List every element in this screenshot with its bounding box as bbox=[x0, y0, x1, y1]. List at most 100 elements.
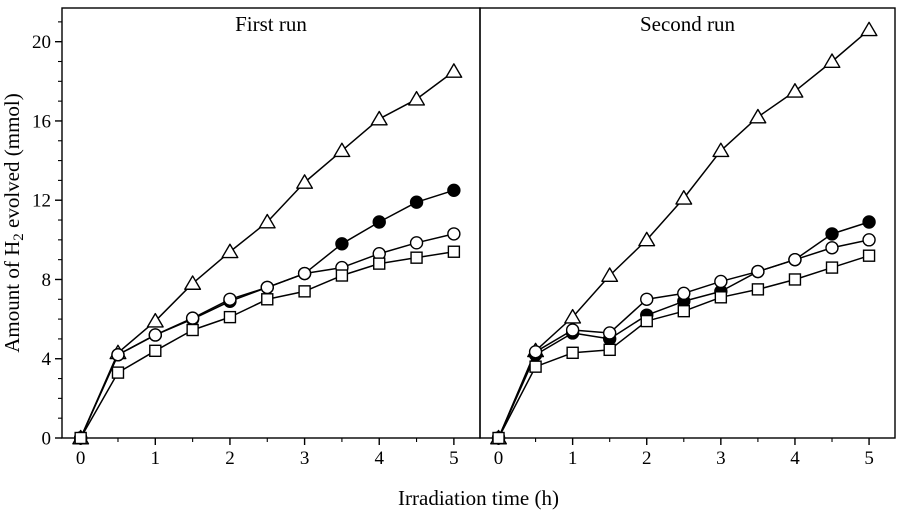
filled-circle-marker bbox=[335, 237, 349, 251]
open-triangle-marker bbox=[296, 174, 314, 189]
open-square-marker bbox=[825, 261, 839, 274]
series-line-open-square bbox=[497, 254, 870, 439]
open-triangle-marker bbox=[333, 142, 351, 158]
panel-2: 0 1 2 3 4 5 Second run bbox=[479, 7, 896, 469]
series-line-open-triangle bbox=[79, 70, 455, 439]
series-markers-open-square bbox=[492, 249, 876, 445]
filled-circle-marker bbox=[409, 195, 424, 209]
y-tick-label: 4 bbox=[42, 349, 52, 370]
open-square-marker bbox=[751, 283, 765, 296]
open-square-marker bbox=[492, 431, 505, 445]
open-square-marker bbox=[862, 249, 876, 262]
open-square-marker bbox=[223, 310, 237, 324]
filled-circle-marker bbox=[825, 227, 839, 241]
open-circle-marker bbox=[714, 274, 728, 289]
series-markers-open-triangle bbox=[490, 21, 878, 445]
open-square-marker bbox=[186, 323, 199, 337]
open-triangle-marker bbox=[184, 275, 202, 290]
series-line-open-triangle bbox=[497, 29, 870, 439]
y-tick-label: 8 bbox=[42, 270, 52, 291]
panel-title: First run bbox=[235, 12, 307, 36]
series-line-open-circle bbox=[497, 239, 870, 439]
panel-border bbox=[479, 7, 896, 439]
open-triangle-marker bbox=[601, 267, 619, 283]
open-triangle-marker bbox=[258, 213, 276, 229]
x-tick-label: 4 bbox=[790, 448, 800, 469]
x-tick-label: 0 bbox=[494, 448, 504, 469]
open-circle-marker bbox=[185, 311, 200, 325]
x-tick-label: 3 bbox=[300, 448, 310, 469]
open-triangle-marker bbox=[749, 108, 767, 124]
filled-circle-marker bbox=[862, 215, 876, 229]
open-square-marker bbox=[788, 273, 802, 286]
series-markers-filled-circle bbox=[491, 215, 876, 445]
open-square-marker bbox=[74, 431, 87, 445]
series-markers-open-circle bbox=[491, 233, 876, 445]
x-tick-label: 1 bbox=[568, 448, 578, 469]
open-triangle-marker bbox=[221, 243, 239, 259]
y-axis: 0 4 8 12 16 20 bbox=[32, 21, 62, 450]
open-square-marker bbox=[529, 360, 542, 373]
open-triangle-marker bbox=[146, 312, 164, 328]
x-axis-title: Irradiation time (h) bbox=[398, 486, 559, 510]
open-square-marker bbox=[373, 257, 386, 270]
open-circle-marker bbox=[825, 241, 839, 255]
open-square-marker bbox=[566, 346, 579, 359]
y-tick-label: 16 bbox=[32, 111, 51, 132]
open-circle-marker bbox=[528, 345, 543, 359]
series-line-open-circle bbox=[79, 233, 455, 439]
open-triangle-marker bbox=[860, 21, 878, 37]
open-triangle-marker bbox=[370, 110, 388, 126]
open-square-marker bbox=[677, 304, 690, 318]
x-tick-label: 5 bbox=[449, 448, 459, 469]
open-circle-marker bbox=[260, 280, 274, 295]
open-triangle-marker bbox=[445, 63, 463, 78]
y-tick-label: 12 bbox=[32, 191, 51, 212]
open-square-marker bbox=[714, 291, 728, 304]
open-circle-marker bbox=[602, 326, 617, 340]
x-axis: 0 1 2 3 4 5 bbox=[494, 438, 874, 469]
y-tick-label: 0 bbox=[42, 429, 52, 450]
open-triangle-marker bbox=[712, 142, 730, 158]
open-circle-marker bbox=[862, 233, 876, 247]
open-triangle-marker bbox=[675, 190, 693, 205]
open-circle-marker bbox=[677, 286, 691, 301]
open-circle-marker bbox=[409, 236, 424, 250]
x-tick-label: 4 bbox=[374, 448, 384, 469]
open-triangle-marker bbox=[408, 90, 426, 106]
open-circle-marker bbox=[223, 292, 237, 306]
open-square-marker bbox=[335, 269, 349, 282]
open-triangle-marker bbox=[638, 231, 656, 247]
y-axis-title: Amount of H2 evolved (mmol) bbox=[0, 93, 27, 352]
x-tick-label: 2 bbox=[225, 448, 235, 469]
x-tick-label: 5 bbox=[864, 448, 874, 469]
open-square-marker bbox=[111, 366, 125, 379]
open-circle-marker bbox=[751, 264, 765, 279]
open-square-marker bbox=[261, 293, 274, 306]
panel-title: Second run bbox=[640, 12, 736, 36]
series-markers-open-square bbox=[74, 245, 461, 445]
open-square-marker bbox=[410, 251, 423, 264]
open-square-marker bbox=[149, 344, 162, 358]
open-square-marker bbox=[640, 314, 653, 328]
open-square-marker bbox=[298, 285, 311, 298]
open-square-marker bbox=[447, 245, 461, 258]
open-circle-marker bbox=[297, 266, 312, 281]
x-axis: 0 1 2 3 4 5 bbox=[76, 438, 459, 469]
open-circle-marker bbox=[111, 348, 125, 362]
x-tick-label: 1 bbox=[151, 448, 161, 469]
open-circle-marker bbox=[788, 252, 802, 267]
x-tick-label: 3 bbox=[716, 448, 726, 469]
y-tick-label: 20 bbox=[32, 32, 51, 53]
x-tick-label: 0 bbox=[76, 448, 86, 469]
open-triangle-marker bbox=[564, 308, 582, 324]
open-circle-marker bbox=[565, 323, 580, 337]
series-markers-open-triangle bbox=[72, 63, 463, 445]
open-triangle-marker bbox=[823, 53, 841, 69]
open-square-marker bbox=[603, 343, 616, 357]
filled-circle-marker bbox=[447, 183, 461, 198]
open-circle-marker bbox=[640, 292, 654, 306]
